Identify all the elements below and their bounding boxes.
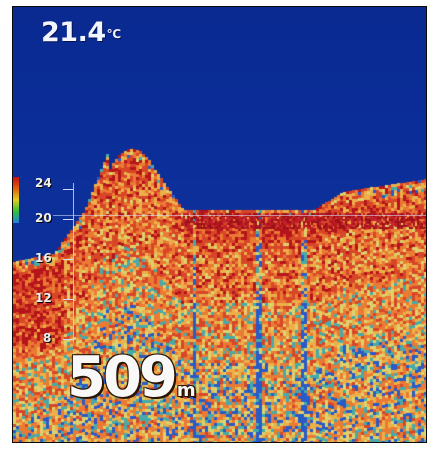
- scale-label-8: 8: [43, 331, 52, 345]
- scale-tick: [63, 219, 73, 220]
- scale-tick: [63, 299, 73, 300]
- water-temperature-readout: 21.4℃: [41, 17, 121, 48]
- scale-label-12: 12: [35, 291, 52, 305]
- scale-label-16: 16: [35, 251, 52, 265]
- depth-readout: 509 m: [67, 350, 196, 406]
- depth-unit: m: [176, 380, 196, 401]
- scale-label-20: 20: [35, 211, 52, 225]
- echogram: [13, 7, 426, 442]
- sonar-display: 24 20 16 12 8 21.4℃ 509 m: [12, 6, 427, 443]
- depth-value: 509: [67, 345, 178, 410]
- temperature-unit: ℃: [106, 27, 122, 41]
- scale-axis: [73, 183, 74, 343]
- color-scale-bar: [13, 177, 19, 223]
- scale-tick: [63, 259, 73, 260]
- temperature-value: 21.4: [41, 17, 106, 48]
- scale-tick: [63, 189, 73, 190]
- scale-tick: [63, 339, 73, 340]
- reference-line: [53, 215, 426, 216]
- scale-label-24: 24: [35, 176, 52, 190]
